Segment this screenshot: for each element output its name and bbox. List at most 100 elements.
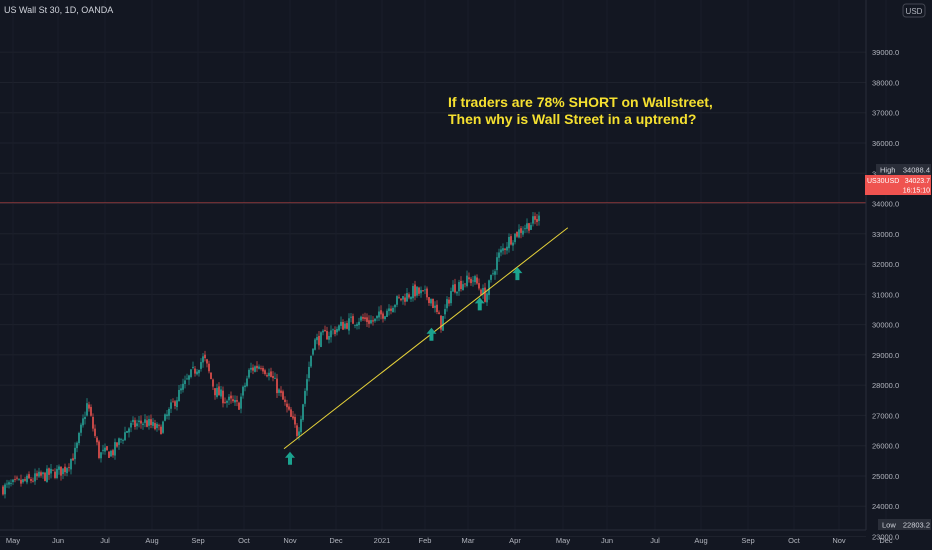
candle-up	[246, 378, 248, 386]
candle-down	[256, 365, 258, 369]
candle-up	[278, 389, 280, 393]
candle-up	[512, 242, 514, 246]
candle-up	[148, 419, 150, 426]
candle-down	[108, 451, 110, 458]
candle-up	[466, 275, 468, 286]
candle-up	[58, 466, 60, 470]
candle-down	[140, 420, 142, 424]
candle-down	[366, 317, 368, 322]
time-tick-label: Jun	[52, 536, 64, 545]
candle-down	[400, 298, 402, 301]
price-tick-label: 25000.0	[872, 472, 899, 481]
price-tick-label: 26000.0	[872, 442, 899, 451]
candle-up	[74, 447, 76, 460]
candle-down	[194, 368, 196, 374]
time-axis[interactable]: May Jun Jul Aug Sep Oct Nov Dec 2021 Feb Mar Apr May…	[6, 536, 893, 545]
candle-down	[504, 248, 506, 250]
candle-down	[222, 390, 224, 404]
candle-up	[180, 388, 182, 391]
currency-label: USD	[906, 7, 923, 16]
candle-up	[56, 468, 58, 478]
time-tick-label: Sep	[191, 536, 204, 545]
candle-down	[380, 310, 382, 315]
candle-up	[306, 379, 308, 391]
candle-up	[34, 473, 36, 482]
candle-down	[478, 283, 480, 289]
candle-up	[120, 439, 122, 440]
candle-up	[496, 257, 498, 271]
candle-down	[208, 363, 210, 372]
candle-up	[514, 233, 516, 243]
candle-up	[360, 316, 362, 321]
candle-down	[160, 426, 162, 435]
candle-up	[144, 419, 146, 423]
candle-up	[82, 418, 84, 426]
candle-down	[454, 284, 456, 293]
candle-down	[204, 354, 206, 359]
candle-down	[346, 323, 348, 329]
candle-up	[392, 307, 394, 313]
low-tag	[878, 519, 931, 530]
candle-up	[456, 291, 458, 294]
trendline[interactable]	[283, 227, 569, 450]
candle-up	[198, 369, 200, 374]
time-tick-label: Dec	[329, 536, 343, 545]
candle-down	[460, 280, 462, 290]
candle-down	[88, 404, 90, 409]
candle-up	[458, 282, 460, 292]
candle-up	[62, 468, 64, 475]
candle-down	[2, 486, 4, 495]
time-tick-label: Oct	[238, 536, 251, 545]
candle-up	[26, 475, 28, 483]
symbol-title[interactable]: US Wall St 30, 1D, OANDA	[4, 5, 113, 15]
candle-down	[20, 479, 22, 484]
candle-up	[248, 369, 250, 378]
candle-up	[332, 329, 334, 331]
candle-up	[142, 423, 144, 426]
candle-down	[480, 289, 482, 296]
candle-up	[518, 229, 520, 238]
candle-down	[238, 402, 240, 410]
candle-up	[12, 479, 14, 483]
candle-up	[192, 366, 194, 369]
currency-button[interactable]	[902, 3, 926, 18]
candle-up	[182, 383, 184, 390]
time-tick-label: May	[6, 536, 20, 545]
candle-down	[390, 308, 392, 311]
candle-up	[274, 377, 276, 379]
candle-up	[320, 332, 322, 347]
candle-up	[178, 389, 180, 402]
candle-down	[154, 423, 156, 430]
candle-down	[426, 288, 428, 298]
candle-down	[352, 316, 354, 324]
candle-up	[66, 468, 68, 474]
candle-down	[368, 320, 370, 324]
candle-down	[286, 403, 288, 408]
candle-up	[340, 321, 342, 326]
candle-up	[338, 325, 340, 331]
time-tick-label: Dec	[879, 536, 893, 545]
candle-down	[438, 312, 440, 315]
candle-down	[252, 367, 254, 371]
candle-up	[42, 472, 44, 475]
time-tick-label: May	[556, 536, 570, 545]
candle-down	[516, 231, 518, 237]
price-tick-label: 24000.0	[872, 502, 899, 511]
price-tick-label: 39000.0	[872, 48, 899, 57]
candle-down	[98, 441, 100, 459]
candle-up	[128, 428, 130, 433]
candle-down	[294, 416, 296, 425]
high-tag-value: 34088.4	[903, 166, 930, 175]
candle-up	[344, 323, 346, 329]
candle-down	[276, 378, 278, 394]
candle-down	[484, 287, 486, 302]
candle-up	[312, 348, 314, 355]
candle-down	[172, 401, 174, 403]
time-tick-label: Aug	[145, 536, 158, 545]
price-tick-label: 31000.0	[872, 290, 899, 299]
candle-down	[282, 391, 284, 400]
candle-up	[186, 378, 188, 380]
candle-up	[354, 324, 356, 326]
time-tick-label: Oct	[788, 536, 801, 545]
